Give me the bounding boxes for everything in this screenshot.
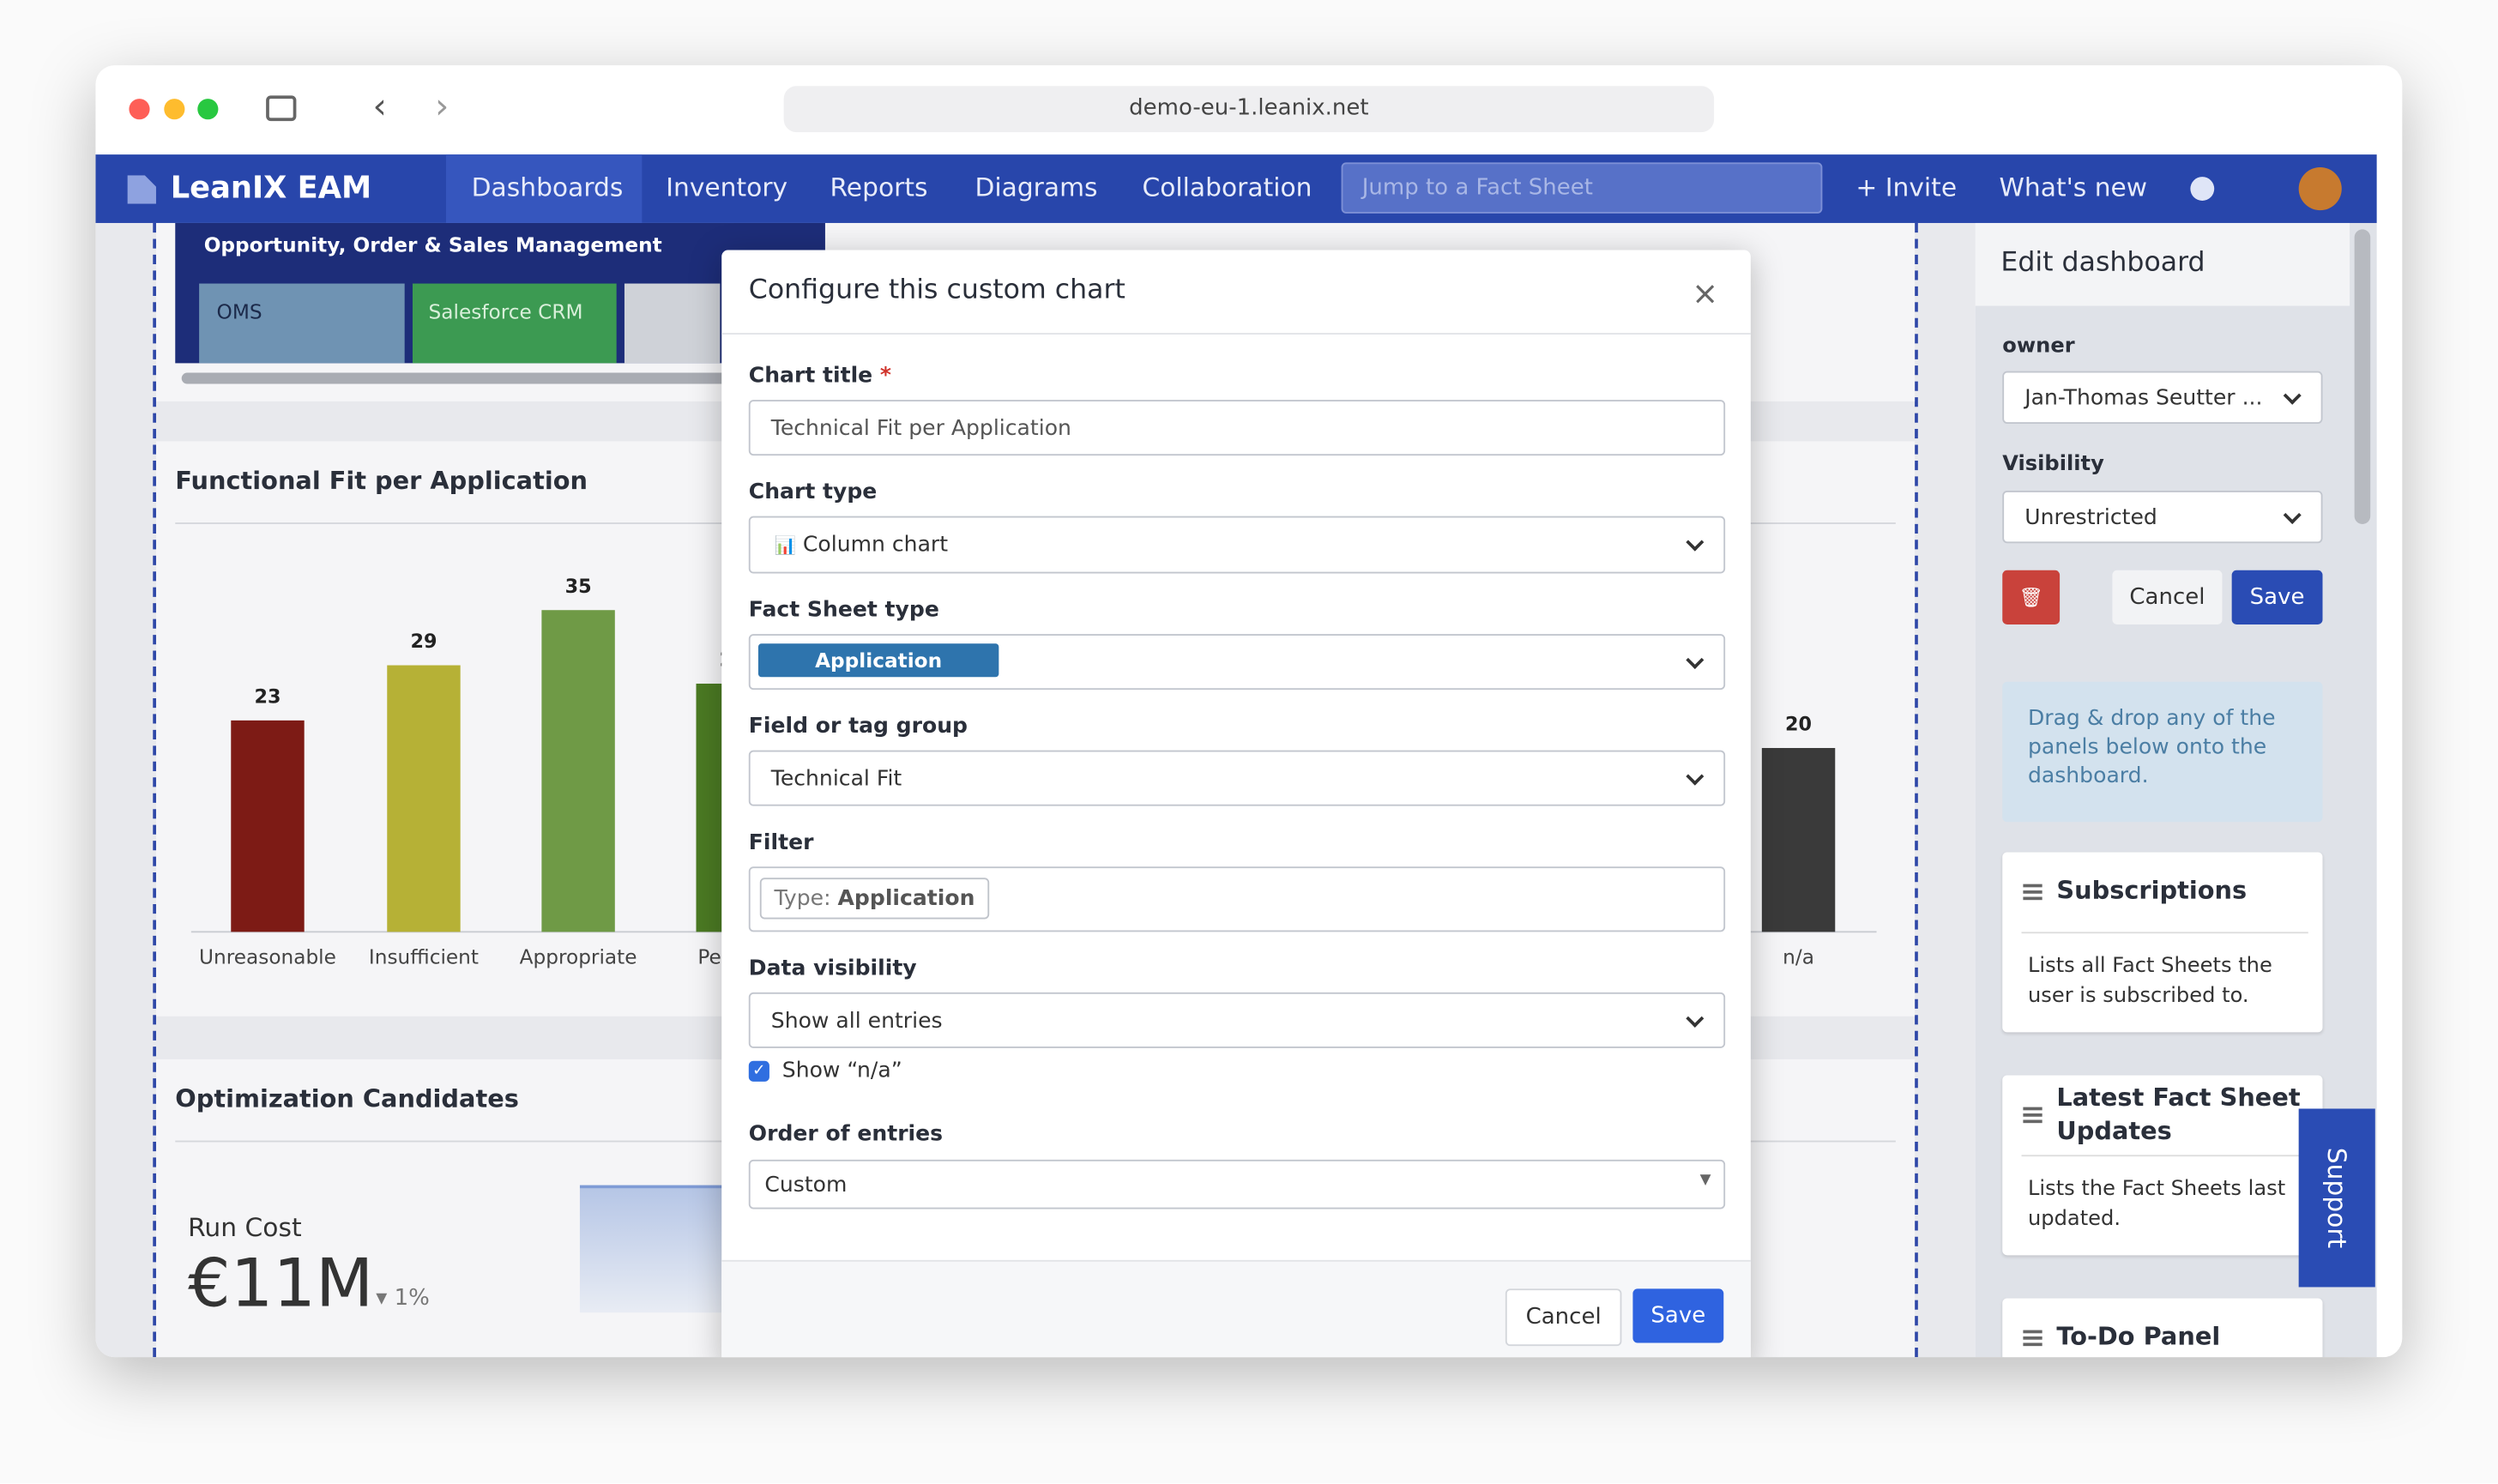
panel-title: Subscriptions <box>2056 876 2248 905</box>
metric-label: Run Cost <box>188 1212 302 1243</box>
delete-button[interactable]: 🗑 <box>2002 570 2061 624</box>
panel-card[interactable]: Subscriptions Lists all Fact Sheets the … <box>2002 852 2323 1033</box>
filter-input[interactable]: Type: Application <box>748 866 1726 932</box>
app-box: OMS <box>199 283 405 364</box>
filter-value: Application <box>837 885 975 912</box>
select[interactable]: Custom ▼ <box>748 1159 1726 1210</box>
owner-value: Jan-Thomas Seutter ... <box>2024 384 2263 411</box>
sidebar-icon[interactable] <box>266 95 297 122</box>
save-button[interactable]: Save <box>2231 570 2323 624</box>
group-title: Opportunity, Order & Sales Management <box>203 232 662 256</box>
forward-icon[interactable]: › <box>434 87 450 128</box>
opt-title: Optimization Candidates <box>175 1084 519 1114</box>
nav-item[interactable]: Collaboration <box>1142 172 1312 202</box>
select-value: Show all entries <box>770 1007 943 1034</box>
sidebar-title: Edit dashboard <box>2000 246 2205 279</box>
field-label: Chart title * <box>749 363 891 389</box>
close-dot[interactable] <box>129 99 150 120</box>
checkbox-label: Show “n/a” <box>781 1058 902 1083</box>
metric-change: ▾ 1% <box>376 1285 430 1312</box>
visibility-label: Visibility <box>2002 452 2104 477</box>
select[interactable]: Show all entries <box>748 992 1726 1048</box>
avatar[interactable] <box>2298 166 2342 211</box>
info-box: Drag & drop any of the panels below onto… <box>2002 681 2323 823</box>
input-value: Technical Fit per Application <box>770 414 1071 441</box>
owner-label: owner <box>2002 334 2075 359</box>
invite[interactable]: + Invite <box>1855 172 1958 202</box>
search-box[interactable]: Jump to a Fact Sheet <box>1341 162 1823 214</box>
label-text: Chart title <box>748 363 873 389</box>
cancel-button[interactable]: Cancel <box>2112 570 2223 624</box>
panel-card[interactable]: Latest Fact Sheet Updates Lists the Fact… <box>2002 1075 2323 1256</box>
select[interactable]: 📊 Column chart <box>748 516 1726 574</box>
info-text: Drag & drop any of the panels below onto… <box>2027 705 2276 789</box>
panel-title: Latest Fact Sheet Updates <box>2056 1083 2301 1146</box>
text-input[interactable]: Technical Fit per Application <box>748 400 1726 456</box>
fact-sheet-type: Application <box>815 648 943 673</box>
field-label: Order of entries <box>748 1121 944 1148</box>
cancel-button[interactable]: Cancel <box>1505 1288 1622 1347</box>
save-button[interactable]: Save <box>1632 1288 1724 1343</box>
sparkline <box>579 1185 739 1313</box>
app-box: Salesforce CRM <box>412 283 617 364</box>
dashboard-border <box>153 222 1918 1358</box>
select[interactable]: Technical Fit <box>748 750 1726 806</box>
brand[interactable]: LeanIX EAM <box>170 170 372 206</box>
metric-value: €11M <box>188 1244 374 1323</box>
app-box <box>624 283 721 364</box>
select-value: 📊 Column chart <box>774 532 949 558</box>
chart-type: Column chart <box>802 532 949 558</box>
visibility-select[interactable]: Unrestricted <box>2002 490 2323 544</box>
max-dot[interactable] <box>197 99 219 120</box>
app-name: Salesforce CRM <box>428 299 583 323</box>
support-label: Support <box>2321 1147 2352 1249</box>
field-label: Chart type <box>748 479 878 505</box>
search-placeholder: Jump to a Fact Sheet <box>1361 175 1593 201</box>
whats-new[interactable]: What's new <box>1999 172 2148 202</box>
active-tab <box>445 154 643 223</box>
panel-card[interactable]: To-Do Panel <box>2002 1298 2323 1358</box>
change-value: 1% <box>394 1285 430 1312</box>
checkbox[interactable]: ✓ <box>748 1060 769 1082</box>
chart-title: Functional Fit per Application <box>175 467 588 496</box>
nav-item[interactable]: Inventory <box>666 172 788 202</box>
scrollbar <box>181 372 819 384</box>
app-name: OMS <box>216 299 262 323</box>
support-tab[interactable]: Support <box>2298 1108 2375 1288</box>
sidebar-header <box>1975 222 2350 306</box>
back-icon[interactable]: ‹ <box>372 87 387 128</box>
nav-item[interactable]: Diagrams <box>974 172 1098 202</box>
owner-select[interactable]: Jan-Thomas Seutter ... <box>2002 371 2323 424</box>
filter-key: Type: <box>774 885 831 912</box>
nav-item[interactable]: Reports <box>830 172 928 202</box>
select-value: Custom <box>764 1171 848 1197</box>
field-label: Field or tag group <box>748 713 968 739</box>
panel-title: To-Do Panel <box>2056 1322 2221 1351</box>
required-mark: * <box>879 363 892 389</box>
panel-description: Lists all Fact Sheets the user is subscr… <box>2027 954 2272 1009</box>
min-dot[interactable] <box>164 99 185 120</box>
help-icon[interactable] <box>2190 177 2215 201</box>
field-label: Data visibility <box>748 956 917 981</box>
panel-description: Lists the Fact Sheets last updated. <box>2027 1177 2286 1232</box>
url-bar[interactable]: demo-eu-1.leanix.net <box>783 86 1715 133</box>
modal-title: Configure this custom chart <box>748 274 1125 306</box>
modal-divider <box>721 333 1751 335</box>
scrollbar <box>2354 229 2371 524</box>
nav-item[interactable]: Dashboards <box>471 172 624 202</box>
select[interactable]: Application <box>748 634 1726 691</box>
select-value: Technical Fit <box>770 765 902 792</box>
field-label: Filter <box>748 829 814 856</box>
field-label: Fact Sheet type <box>748 597 939 624</box>
filter-chip[interactable]: Type: Application <box>759 878 990 920</box>
visibility-value: Unrestricted <box>2024 504 2157 530</box>
url: demo-eu-1.leanix.net <box>1129 95 1369 122</box>
modal-close[interactable]: × <box>1692 274 1719 312</box>
